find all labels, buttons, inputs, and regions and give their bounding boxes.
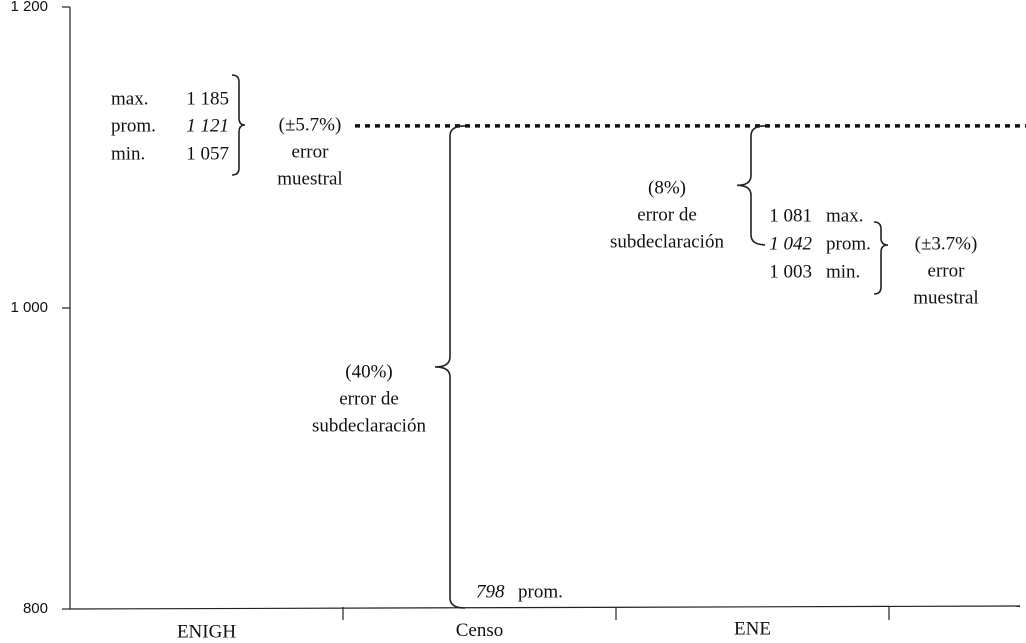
series-name: prom. xyxy=(518,581,563,602)
error-brace xyxy=(434,125,466,609)
series-name: max. xyxy=(111,88,148,109)
annotation-text: error de xyxy=(339,388,399,409)
value-label: 1 057 xyxy=(186,143,229,164)
annotation-text: muestral xyxy=(913,287,978,308)
y-tick-label: 1 000 xyxy=(10,299,48,316)
series-name: max. xyxy=(826,205,863,226)
annotation-text: muestral xyxy=(277,168,342,189)
value-label: 1 081 xyxy=(769,205,812,226)
value-label: 1 121 xyxy=(186,115,229,136)
x-tick-label: ENE xyxy=(734,618,771,639)
annotation-text: error xyxy=(292,141,330,162)
annotation-label: (40%) xyxy=(345,361,392,382)
error-brace xyxy=(736,125,766,246)
x-tick-label: Censo xyxy=(456,620,504,641)
annotation-text: error xyxy=(928,260,966,281)
annotation-text: subdeclaración xyxy=(610,231,724,252)
series-name: min. xyxy=(826,261,860,282)
series-name: prom. xyxy=(826,233,871,254)
series-name: min. xyxy=(111,143,145,164)
annotation-label: (±5.7%) xyxy=(279,114,342,135)
annotation-label: (8%) xyxy=(648,177,686,198)
x-axis xyxy=(69,605,1021,610)
y-tick-label: 1 200 xyxy=(10,0,48,15)
annotation-label: (±3.7%) xyxy=(915,233,978,254)
range-brace xyxy=(231,74,246,176)
y-tick-label: 800 xyxy=(23,600,48,617)
series-name: prom. xyxy=(111,115,156,136)
annotation-text: subdeclaración xyxy=(312,415,426,436)
value-label: 1 003 xyxy=(769,261,812,282)
value-label: 1 042 xyxy=(769,233,812,254)
annotation-text: error de xyxy=(637,204,697,225)
value-label: 798 xyxy=(476,581,505,602)
value-label: 1 185 xyxy=(186,88,229,109)
range-brace xyxy=(873,221,889,295)
x-tick-label: ENIGH xyxy=(177,621,236,642)
